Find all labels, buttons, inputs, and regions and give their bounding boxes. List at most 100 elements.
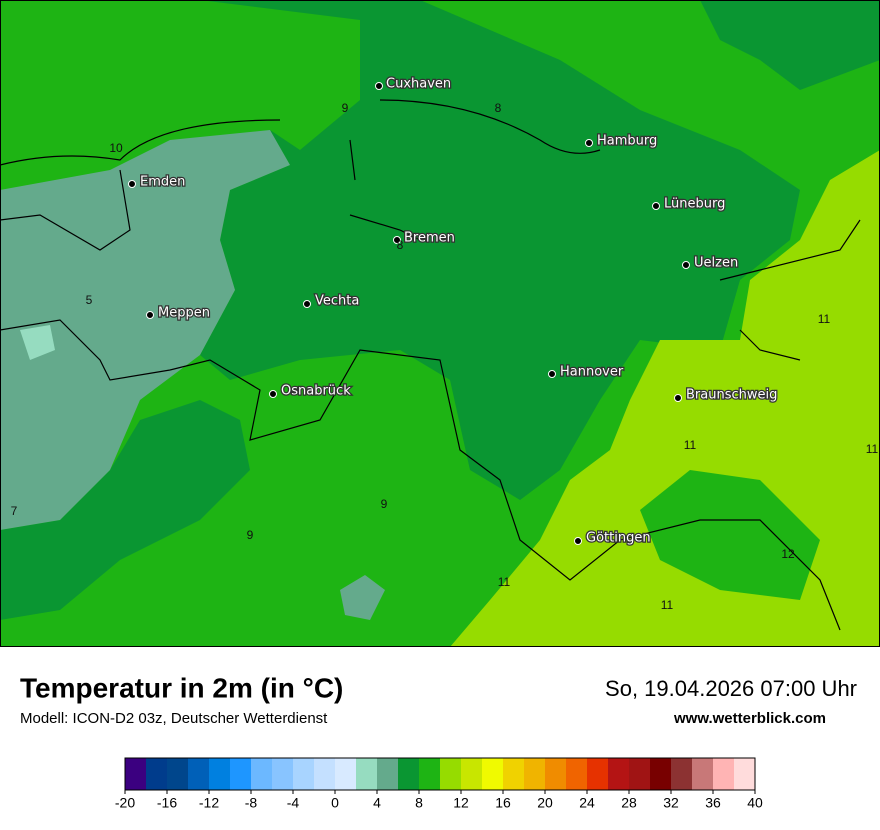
- contour-label: 11: [498, 575, 511, 589]
- city-label: Bremen: [404, 231, 455, 246]
- color-cell: [146, 758, 167, 790]
- city-label: Braunschweig: [686, 388, 777, 403]
- color-cell: [419, 758, 440, 790]
- tick-label: -16: [157, 795, 177, 811]
- cities: Cuxhaven Hamburg Emden Lüneburg Bremen U…: [128, 75, 779, 547]
- color-cell: [461, 758, 482, 790]
- city-label: Uelzen: [694, 256, 738, 271]
- region-6-8: [200, 0, 800, 500]
- color-cell: [251, 758, 272, 790]
- color-cell: [209, 758, 230, 790]
- contour-label: 9: [381, 497, 388, 511]
- city: Hannover: [548, 363, 625, 381]
- tick-label: 32: [663, 795, 679, 811]
- region-6-8: [700, 0, 880, 90]
- footer: Temperatur in 2m (in °C) Modell: ICON-D2…: [20, 672, 857, 811]
- border-line: [0, 99, 861, 631]
- tick-label: 28: [621, 795, 637, 811]
- color-cell: [335, 758, 356, 790]
- tick-label: 40: [747, 795, 763, 811]
- tick-label: 4: [373, 795, 381, 811]
- tick-label: -8: [245, 795, 258, 811]
- city-label: Vechta: [315, 294, 359, 309]
- city: Braunschweig: [674, 386, 779, 404]
- tick-label: 8: [415, 795, 423, 811]
- city: Bremen: [393, 229, 456, 247]
- city: Cuxhaven: [375, 75, 452, 93]
- contour-label: 11: [866, 442, 879, 456]
- city-label: Emden: [140, 175, 185, 190]
- city: Meppen: [146, 304, 211, 322]
- color-cell: [650, 758, 671, 790]
- contour-label: 5: [86, 293, 93, 307]
- color-cell: [188, 758, 209, 790]
- city-label: Hamburg: [597, 134, 657, 149]
- color-cell: [524, 758, 545, 790]
- color-cell: [587, 758, 608, 790]
- region-8-10: [640, 470, 820, 600]
- city-label: Hannover: [560, 365, 624, 380]
- contour-label: 8: [495, 101, 502, 115]
- tick-label: 16: [495, 795, 511, 811]
- color-cell: [503, 758, 524, 790]
- tick-label: 12: [453, 795, 469, 811]
- city: Lüneburg: [652, 195, 727, 213]
- color-cell: [272, 758, 293, 790]
- title: Temperatur in 2m (in °C): [20, 672, 343, 703]
- color-cell: [566, 758, 587, 790]
- city: Uelzen: [682, 254, 739, 272]
- color-cell: [629, 758, 650, 790]
- contour-label: 11: [818, 312, 831, 326]
- color-cell: [671, 758, 692, 790]
- color-cell: [293, 758, 314, 790]
- region-2-4: [20, 325, 55, 360]
- color-cell: [230, 758, 251, 790]
- color-cell: [608, 758, 629, 790]
- contour-label: 11: [684, 438, 697, 452]
- contour-label: 9: [247, 528, 254, 542]
- city: Emden: [128, 173, 187, 191]
- contour-label: 10: [109, 141, 123, 155]
- region-4-6: [0, 130, 290, 530]
- color-cell: [125, 758, 146, 790]
- region-6-8: [0, 400, 250, 620]
- tick-label: 0: [331, 795, 339, 811]
- colorbar-frame: [124, 757, 756, 791]
- tick-label: 24: [579, 795, 595, 811]
- contour-label: 9: [342, 101, 349, 115]
- contour-label: 8: [397, 238, 404, 252]
- color-cell: [398, 758, 419, 790]
- contour-label: 11: [661, 598, 674, 612]
- tick-label: 20: [537, 795, 553, 811]
- city-label: Meppen: [158, 306, 210, 321]
- map: Cuxhaven Hamburg Emden Lüneburg Bremen U…: [0, 0, 880, 647]
- city-label: Osnabrück: [281, 384, 351, 399]
- subtitle: Modell: ICON-D2 03z, Deutscher Wetterdie…: [20, 710, 328, 727]
- region-4-6: [340, 575, 385, 620]
- tick-label: 36: [705, 795, 721, 811]
- date: So, 19.04.2026 07:00 Uhr: [605, 676, 857, 701]
- city-label: Göttingen: [586, 531, 651, 546]
- color-cell: [377, 758, 398, 790]
- color-cell: [734, 758, 755, 790]
- color-cell: [314, 758, 335, 790]
- contour-label: 12: [781, 547, 795, 561]
- city-label: Cuxhaven: [386, 77, 451, 92]
- color-cell: [167, 758, 188, 790]
- city: Göttingen: [574, 529, 652, 547]
- tick-label: -4: [287, 795, 300, 811]
- city: Hamburg: [585, 132, 659, 150]
- city-label: Lüneburg: [664, 197, 725, 212]
- color-cell: [440, 758, 461, 790]
- city: Vechta: [303, 292, 361, 310]
- color-cell: [356, 758, 377, 790]
- color-cell: [545, 758, 566, 790]
- tick-label: -12: [199, 795, 219, 811]
- tick-label: -20: [115, 795, 135, 811]
- contour-label: 7: [11, 504, 18, 518]
- city: Osnabrück: [269, 382, 352, 400]
- color-cell: [713, 758, 734, 790]
- website: www.wetterblick.com: [673, 710, 826, 727]
- color-cell: [692, 758, 713, 790]
